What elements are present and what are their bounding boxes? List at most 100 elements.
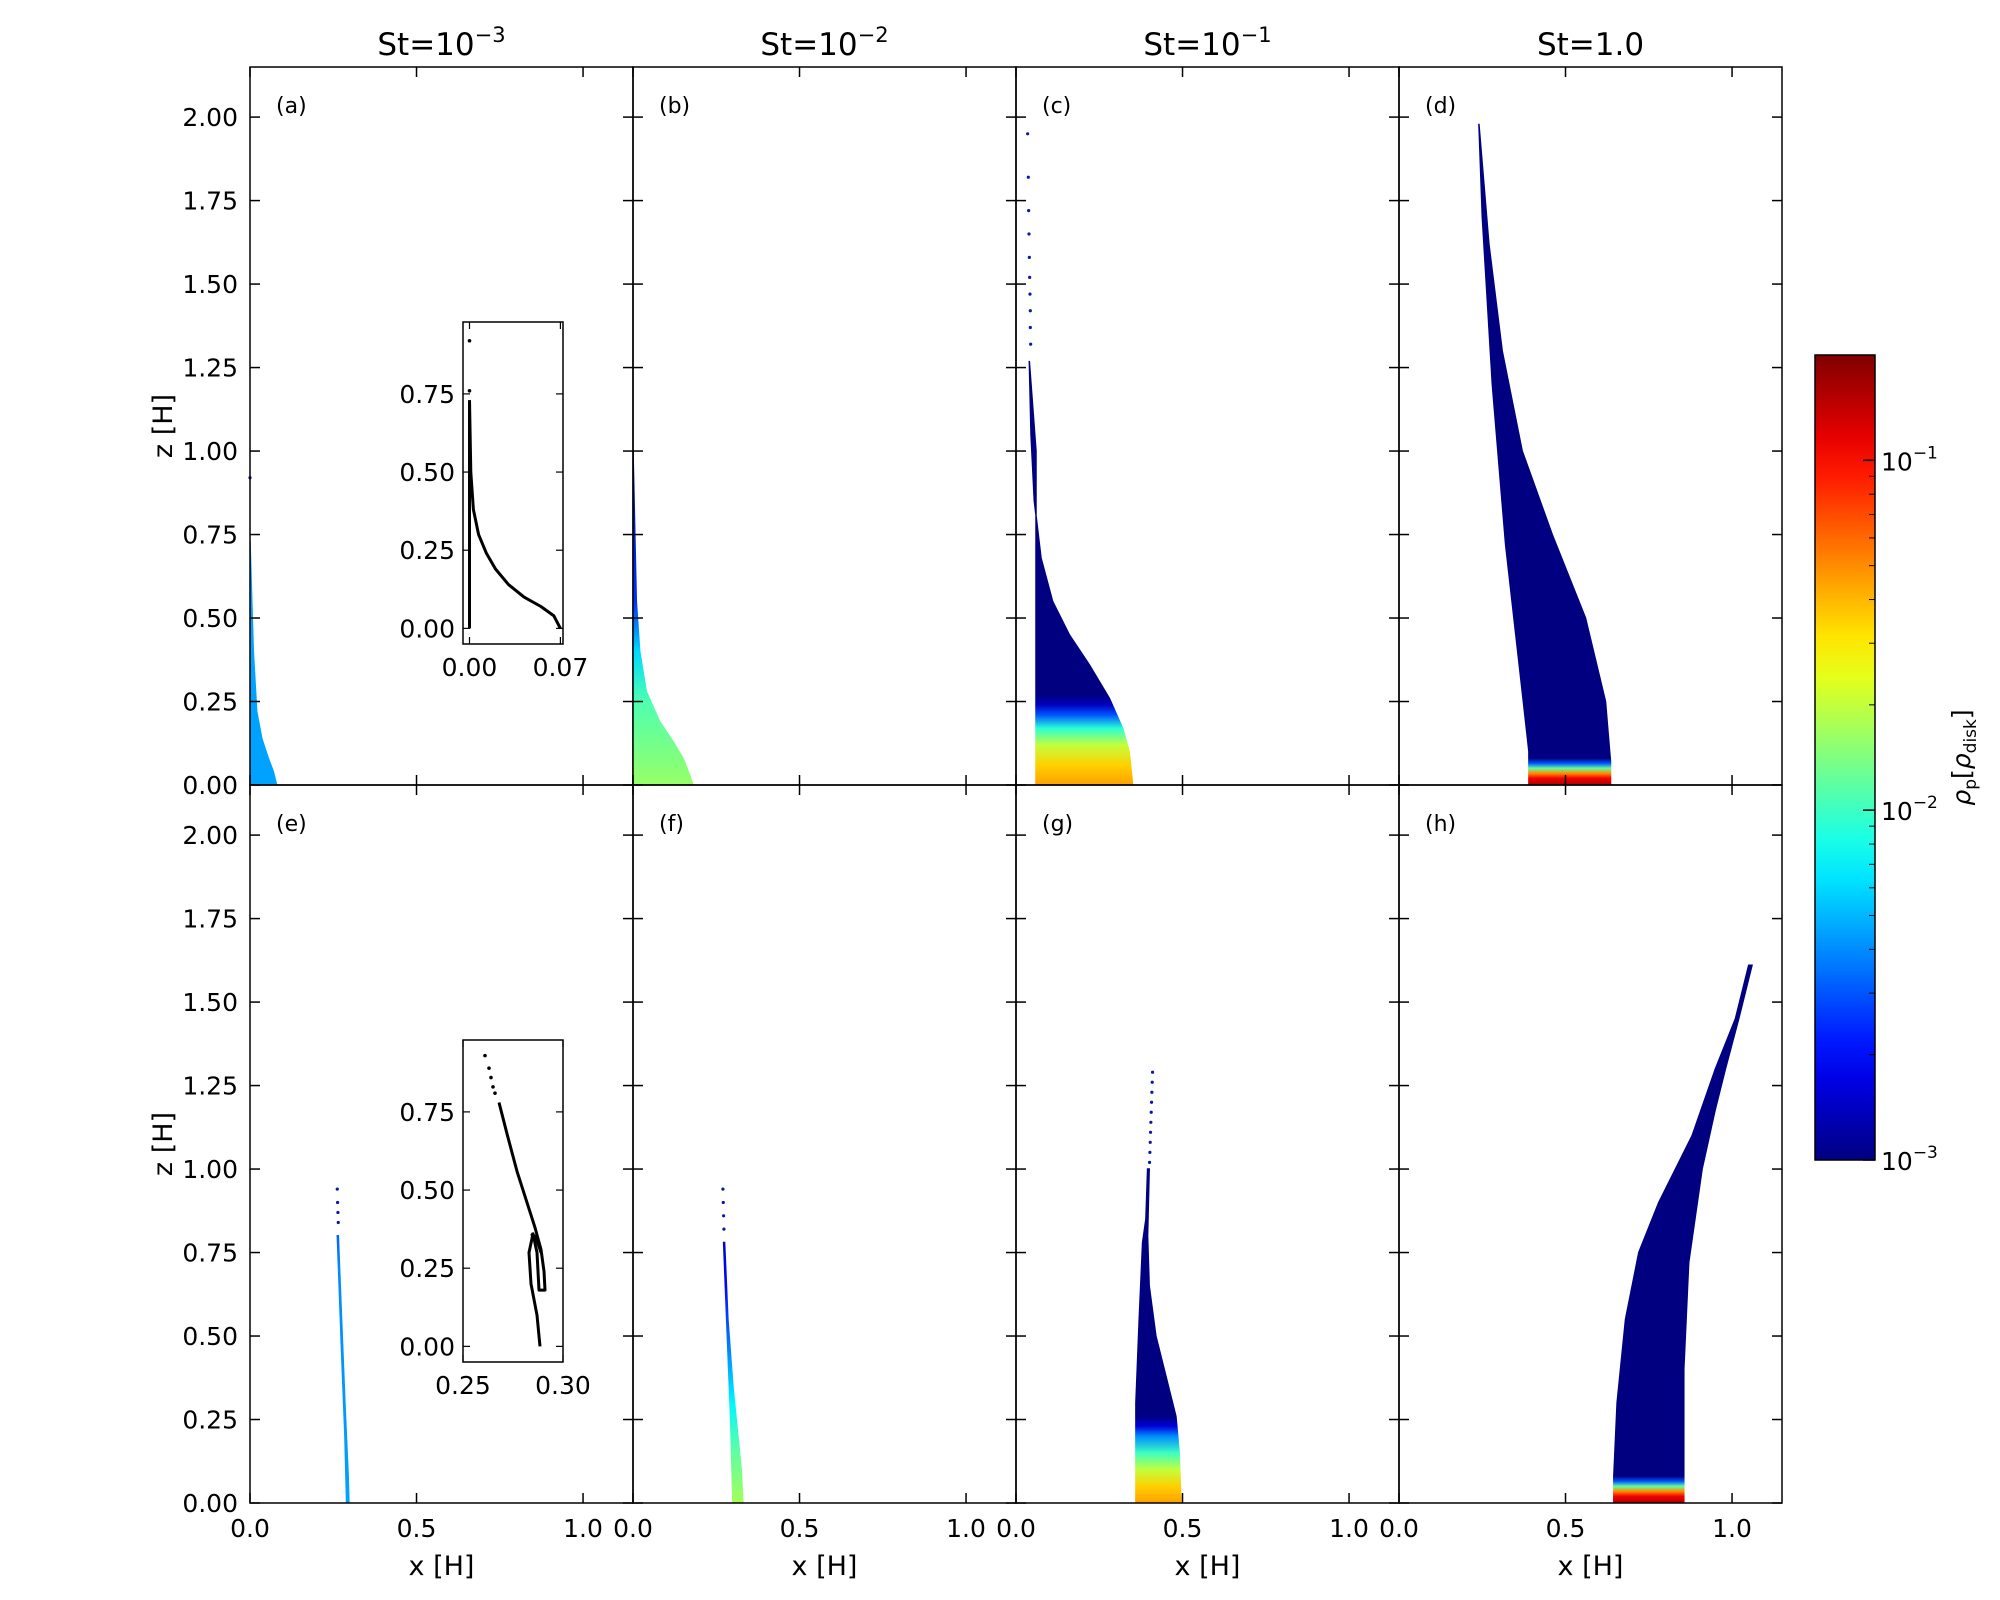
inset-x-tick-label: 0.30 [535,1371,591,1400]
y-tick-label: 0.00 [182,771,238,800]
inset-y-tick-label: 0.50 [399,1176,455,1205]
x-tick-label: 1.0 [946,1514,986,1543]
panel-h: 0.0 0.5 1.0 (h) [1379,784,1783,1543]
column-title: St=10−2 [760,23,888,63]
inset-trajectory [530,1232,543,1254]
inset-y-tick-label: 0.50 [399,458,455,487]
inset-x-tick-label: 0.07 [533,653,589,682]
panel-frame [632,66,1017,786]
particle-dot [1028,325,1032,330]
column-title: St=10−3 [377,23,505,63]
inset-dot [491,1085,495,1089]
y-tick-label: 1.75 [182,905,238,934]
particle-region [1613,964,1753,1503]
y-tick-label: 0.75 [182,1239,238,1268]
y-tick-label: 0.25 [182,1406,238,1435]
particle-dot [1148,1140,1152,1144]
particle-dot [335,1200,340,1205]
inset-frame [462,1039,564,1363]
panel-label: (g) [1042,812,1073,837]
inset-e: 0.00 0.25 0.50 0.75 0.25 0.30 [399,1039,591,1400]
particle-dot [1147,1160,1152,1164]
panel-c: (c) [1015,66,1400,786]
inset-dot [489,1075,493,1080]
y-tick-label: 0.50 [182,1322,238,1351]
panel-b: (b) [632,66,1017,786]
x-tick-label: 0.0 [613,1514,653,1543]
colorbar-tick-label: 10−3 [1881,1143,1938,1176]
particle-dot [721,1200,725,1205]
particle-dot [1149,1110,1153,1114]
inset-trajectory [497,1102,547,1347]
inset-x-tick-label: 0.25 [435,1371,491,1400]
particle-dot [1149,1100,1154,1104]
panel-frame [1015,784,1400,1504]
colorbar: 10−1 10−2 10−3 ρp[ρdisk] [1814,354,1981,1176]
inset-y-tick-label: 0.25 [399,536,455,565]
particle-dot [1027,255,1031,259]
x-axis-label: x [H] [1558,1551,1624,1582]
y-tick-label: 2.00 [182,821,238,850]
particle-region [633,450,694,785]
inset-y-tick-label: 0.75 [399,1098,455,1127]
particle-dot [721,1214,726,1218]
particle-region [722,1241,744,1503]
panel-e: 0.000.250.500.751.001.251.501.752.000.0 0… [182,784,634,1543]
x-axis-label: x [H] [1175,1551,1241,1582]
particle-dot [1150,1080,1154,1084]
particle-region [1478,123,1612,785]
x-tick-label: 0.5 [1546,1514,1586,1543]
particle-region [1028,360,1134,785]
particle-dot [1029,342,1033,346]
particle-dot [1148,1130,1153,1134]
panel-a: 0.00 0.25 0.50 0.75 1.00 1.25 1.50 1.75 2.00 (a) 0… [182,66,634,800]
inset-dot [493,1091,497,1095]
y-tick-label: 1.50 [182,988,238,1017]
x-tick-label: 0.5 [780,1514,820,1543]
particle-dot [1026,175,1030,179]
particle-dot [1028,309,1032,313]
y-axis-label: z [H] [148,1112,179,1176]
y-tick-label: 1.25 [182,1072,238,1101]
particle-dot [1149,1120,1153,1124]
particle-dot [1027,209,1031,213]
particle-dot [336,1220,340,1225]
panel-label: (d) [1425,94,1456,119]
panel-frame [632,784,1017,1504]
panel-g: 0.0 0.5 1.0 (g) [996,784,1400,1543]
inset-y-tick-label: 0.75 [399,380,455,409]
x-tick-label: 1.0 [563,1514,603,1543]
panel-label: (a) [276,94,307,119]
inset-dot [483,1053,487,1058]
colorbar-tick-label: 10−1 [1881,443,1938,476]
particle-dot [721,1187,725,1191]
inset-y-tick-label: 0.00 [399,614,455,643]
x-tick-label: 0.0 [1379,1514,1419,1543]
panel-label: (f) [659,812,684,837]
particle-dot [1028,292,1032,296]
panel-label: (h) [1425,812,1456,837]
y-tick-label: 1.75 [182,187,238,216]
inset-dot [487,1066,491,1070]
inset-dot [467,388,472,393]
inset-a: 0.00 0.25 0.50 0.75 0.00 0.07 [399,321,589,682]
x-tick-label: 1.0 [1712,1514,1752,1543]
x-tick-label: 0.0 [230,1514,270,1543]
panels-layer: 0.00 0.25 0.50 0.75 1.00 1.25 1.50 1.75 2.00 (a) 0… [148,23,1783,1582]
y-tick-label: 1.00 [182,437,238,466]
colorbar-label: ρp[ρdisk] [1947,709,1981,805]
y-tick-label: 1.50 [182,270,238,299]
particle-region [336,1235,350,1503]
y-tick-label: 2.00 [182,103,238,132]
y-tick-label: 1.25 [182,354,238,383]
x-axis-label: x [H] [792,1551,858,1582]
y-tick-label: 0.75 [182,521,238,550]
x-tick-label: 0.0 [996,1514,1036,1543]
panel-label: (b) [659,94,690,119]
y-tick-label: 0.25 [182,688,238,717]
particle-dot [1150,1090,1154,1094]
colorbar-tick-label: 10−2 [1881,793,1938,826]
x-tick-label: 0.5 [397,1514,437,1543]
inset-y-tick-label: 0.00 [399,1332,455,1361]
